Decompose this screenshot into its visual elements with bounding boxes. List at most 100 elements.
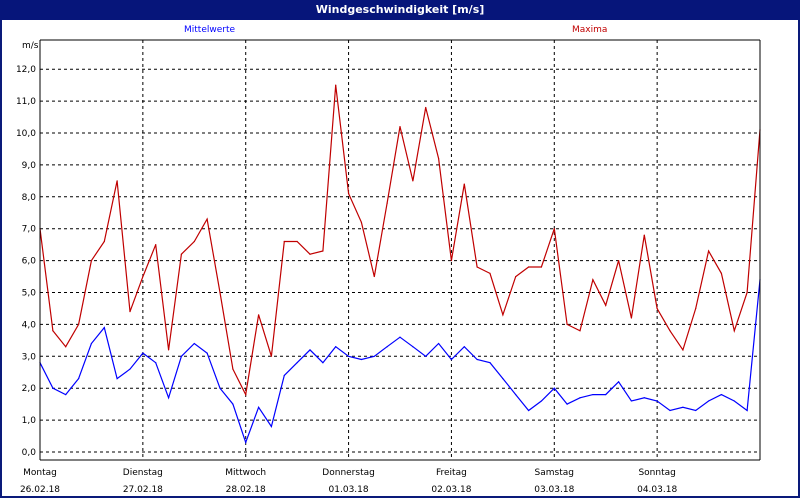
y-tick-label: 7,0 [22, 225, 37, 235]
x-tick-date: 03.03.18 [534, 485, 574, 495]
data-point-maxima [437, 157, 440, 160]
data-point-maxima [116, 180, 118, 182]
data-point-mittelwerte [386, 346, 388, 348]
y-tick-label: 11,0 [16, 97, 36, 107]
data-point-maxima [733, 330, 735, 332]
data-point-mittelwerte [142, 352, 144, 354]
data-point-mittelwerte [232, 403, 234, 405]
x-tick-day: Mittwoch [225, 468, 266, 478]
data-point-maxima [77, 323, 80, 325]
data-point-maxima [322, 250, 324, 252]
x-tick-date: 01.03.18 [329, 485, 369, 495]
data-point-maxima [502, 314, 504, 316]
data-point-maxima [540, 266, 543, 268]
data-point-mittelwerte [309, 349, 311, 351]
data-point-maxima [669, 330, 671, 332]
data-point-maxima [746, 291, 748, 294]
data-point-mittelwerte [245, 441, 247, 444]
data-point-mittelwerte [219, 387, 221, 389]
x-tick-day: Donnerstag [322, 468, 375, 478]
data-point-mittelwerte [605, 393, 607, 396]
data-point-mittelwerte [669, 409, 671, 412]
data-point-maxima [245, 393, 247, 396]
data-point-maxima [129, 311, 131, 313]
data-point-mittelwerte [527, 409, 530, 412]
data-point-mittelwerte [129, 368, 131, 370]
window-title-bar: Windgeschwindigkeit [m/s] [0, 0, 800, 20]
data-point-maxima [386, 202, 388, 204]
data-point-mittelwerte [502, 378, 504, 380]
data-point-maxima [617, 260, 620, 262]
data-point-mittelwerte [515, 393, 517, 396]
data-point-mittelwerte [630, 400, 633, 402]
data-point-mittelwerte [425, 355, 427, 357]
data-point-mittelwerte [335, 346, 337, 348]
data-point-maxima [515, 275, 517, 278]
x-tick-date: 28.02.18 [226, 485, 266, 495]
data-point-mittelwerte [437, 342, 440, 345]
y-tick-label: 10,0 [16, 129, 36, 139]
data-point-maxima [335, 84, 337, 86]
y-tick-label: 0,0 [22, 448, 37, 458]
data-point-mittelwerte [617, 381, 620, 383]
data-point-maxima [65, 346, 67, 348]
legend-mittelwerte: Mittelwerte [184, 25, 236, 35]
data-point-mittelwerte [296, 362, 298, 364]
data-point-maxima [476, 266, 478, 268]
data-point-maxima [579, 330, 581, 332]
data-point-mittelwerte [347, 355, 350, 357]
data-point-mittelwerte [746, 409, 748, 412]
data-point-maxima [360, 221, 363, 223]
data-point-mittelwerte [682, 406, 684, 408]
data-point-maxima [257, 314, 260, 316]
data-point-mittelwerte [553, 387, 555, 389]
data-point-maxima [643, 234, 645, 236]
data-point-mittelwerte [155, 362, 157, 364]
series-line-maxima [39, 85, 761, 397]
x-tick-day: Montag [23, 468, 57, 478]
data-point-mittelwerte [270, 425, 273, 428]
x-tick-date: 02.03.18 [431, 485, 471, 495]
data-point-maxima [399, 126, 401, 128]
data-point-maxima [553, 228, 555, 230]
data-point-maxima [656, 307, 658, 310]
data-point-maxima [450, 260, 453, 262]
data-point-mittelwerte [52, 387, 54, 389]
x-tick-day: Samstag [535, 468, 574, 478]
data-point-mittelwerte [579, 397, 581, 399]
data-point-maxima [90, 260, 93, 262]
data-point-maxima [695, 307, 697, 310]
y-tick-label: 8,0 [22, 193, 37, 203]
data-point-maxima [155, 244, 157, 246]
data-point-maxima [463, 183, 465, 185]
x-tick-day: Sonntag [638, 468, 675, 478]
y-tick-label: 9,0 [22, 161, 37, 171]
data-point-mittelwerte [707, 400, 710, 402]
data-point-mittelwerte [116, 378, 118, 380]
data-point-maxima [605, 304, 607, 306]
data-point-mittelwerte [193, 342, 195, 345]
data-point-mittelwerte [656, 400, 658, 402]
data-point-maxima [720, 272, 723, 274]
data-point-maxima [103, 240, 105, 243]
data-point-mittelwerte [592, 393, 594, 396]
data-point-mittelwerte [167, 397, 170, 399]
data-point-mittelwerte [720, 393, 723, 396]
series-mittelwerte [39, 279, 761, 445]
x-tick-day: Freitag [436, 468, 467, 478]
data-point-mittelwerte [103, 326, 105, 329]
data-point-maxima [527, 266, 530, 268]
data-point-mittelwerte [90, 342, 93, 345]
data-point-maxima [52, 330, 54, 332]
data-point-maxima [219, 291, 221, 294]
data-point-mittelwerte [257, 406, 260, 408]
data-point-mittelwerte [489, 362, 491, 364]
data-point-mittelwerte [180, 355, 183, 357]
legend-maxima: Maxima [572, 25, 608, 35]
y-tick-label: 6,0 [22, 257, 37, 267]
x-tick-date: 04.03.18 [637, 485, 677, 495]
data-point-maxima [707, 250, 710, 252]
y-tick-label: 5,0 [22, 289, 37, 299]
data-point-mittelwerte [283, 374, 285, 377]
